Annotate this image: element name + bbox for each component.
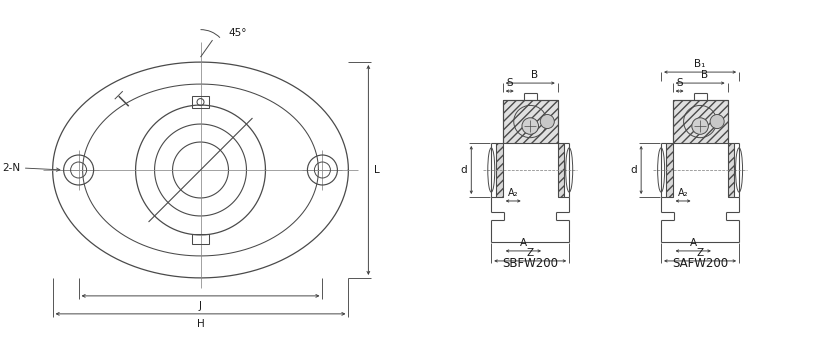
Bar (728, 143, 734, 197)
Text: 45°: 45° (228, 28, 247, 38)
Text: L: L (375, 165, 380, 175)
Text: SBFW200: SBFW200 (502, 258, 558, 270)
Text: A: A (690, 238, 697, 248)
Text: Z: Z (526, 248, 534, 258)
Text: B: B (701, 70, 707, 80)
Text: d: d (631, 165, 637, 175)
Text: S: S (676, 78, 683, 88)
Text: J: J (199, 301, 202, 311)
Circle shape (522, 118, 539, 134)
Bar (192, 96, 209, 108)
Text: H: H (197, 319, 204, 329)
Bar (666, 143, 672, 197)
Circle shape (692, 118, 708, 134)
Bar (192, 234, 209, 244)
Text: d: d (461, 165, 468, 175)
Text: A₂: A₂ (678, 188, 689, 198)
Text: 2-N: 2-N (2, 163, 20, 173)
Text: A₂: A₂ (508, 188, 518, 198)
Text: Z: Z (697, 248, 703, 258)
Bar (672, 100, 728, 143)
Bar (496, 143, 503, 197)
Text: B₁: B₁ (694, 59, 706, 69)
Circle shape (710, 115, 724, 128)
Text: A: A (520, 238, 527, 248)
Text: SAFW200: SAFW200 (672, 258, 728, 270)
Text: S: S (507, 78, 513, 88)
Circle shape (540, 115, 554, 128)
Bar (557, 143, 564, 197)
Bar (503, 100, 557, 143)
Text: B: B (530, 70, 538, 80)
